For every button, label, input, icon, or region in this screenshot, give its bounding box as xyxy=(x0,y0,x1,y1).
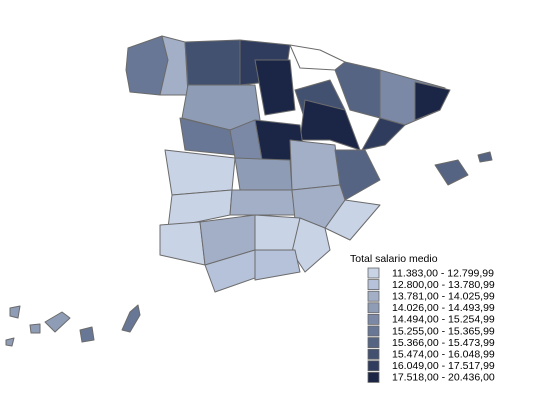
legend-swatch xyxy=(367,302,380,314)
province xyxy=(291,184,346,229)
legend-label: 14.026,00 - 14.493,99 xyxy=(392,302,495,314)
legend-label: 11.383,00 - 12.799,99 xyxy=(392,267,494,279)
province xyxy=(5,337,15,347)
province xyxy=(44,311,71,333)
province xyxy=(434,159,469,186)
legend-label: 13.781,00 - 14.025,99 xyxy=(392,290,495,302)
province xyxy=(159,35,189,96)
legend-title: Total salario medio xyxy=(350,253,438,265)
province xyxy=(289,44,346,71)
province xyxy=(159,221,206,266)
province xyxy=(289,139,341,191)
province xyxy=(121,304,141,333)
province xyxy=(254,249,301,281)
legend-label: 15.255,00 - 15.365,99 xyxy=(392,325,495,337)
province xyxy=(164,149,236,196)
legend-label: 14.494,00 - 15.254,99 xyxy=(392,314,495,326)
legend-swatch xyxy=(367,337,380,349)
legend-swatch xyxy=(367,279,380,291)
legend-swatch xyxy=(367,267,380,279)
province xyxy=(79,326,95,343)
legend-swatch xyxy=(367,371,380,383)
province xyxy=(477,151,493,163)
province xyxy=(334,61,381,119)
legend-label: 17.518,00 - 20.436,00 xyxy=(392,372,495,384)
province xyxy=(334,149,381,201)
province xyxy=(234,157,293,191)
legend-swatch xyxy=(367,360,380,372)
legend-label: 16.049,00 - 17.517,99 xyxy=(392,360,495,372)
legend-swatch xyxy=(367,313,380,325)
province xyxy=(414,81,451,121)
legend-swatch xyxy=(367,290,380,302)
province xyxy=(29,323,41,334)
province xyxy=(9,305,21,319)
legend: Total salario medio 11.383,00 - 12.799,9… xyxy=(350,253,495,384)
legend-label: 15.366,00 - 15.473,99 xyxy=(392,337,495,349)
province xyxy=(184,39,241,86)
legend-label: 12.800,00 - 13.780,99 xyxy=(392,279,495,291)
province xyxy=(291,217,331,273)
legend-swatch xyxy=(367,325,380,337)
province xyxy=(254,59,296,116)
province xyxy=(229,189,296,216)
province xyxy=(361,117,406,151)
provinces xyxy=(5,35,493,347)
legend-swatch xyxy=(367,348,380,360)
legend-label: 15.474,00 - 16.048,99 xyxy=(392,348,495,360)
